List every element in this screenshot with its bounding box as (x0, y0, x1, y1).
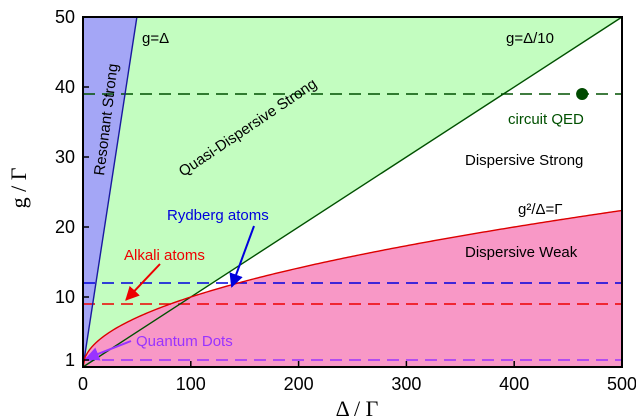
g-eq-delta-label: g=Δ (142, 30, 169, 47)
g2-delta-label: g²/Δ=Γ (518, 201, 563, 218)
x-tick-label-2: 200 (284, 374, 314, 394)
plot-frame (82, 16, 623, 368)
x-tick-label-1: 100 (176, 374, 206, 394)
point-circuit-qed (576, 88, 589, 100)
region-dispersive-weak (83, 210, 622, 367)
dispersive-strong-label: Dispersive Strong (465, 152, 583, 169)
boundary-g-10 (82, 16, 623, 368)
boundary-g- (82, 209, 623, 368)
boundary-lines-layer (82, 16, 623, 368)
g-eq-delta10-label: g=Δ/10 (506, 30, 554, 47)
x-tick-label-4: 400 (499, 374, 529, 394)
points-layer (576, 88, 589, 100)
horizontal-lines-layer (83, 93, 622, 361)
y-axis-label: g / Γ (6, 167, 31, 208)
alkali-label: Alkali atoms (124, 247, 205, 264)
y-tick-label-5: 50 (55, 7, 75, 27)
dispersive-weak-label: Dispersive Weak (465, 244, 578, 261)
x-axis-label: Δ / Γ (336, 396, 379, 419)
rydberg-arrow (229, 225, 255, 288)
x-tick-label-3: 300 (391, 374, 421, 394)
y-tick-label-2: 20 (55, 217, 75, 237)
quantum-dots-label: Quantum Dots (136, 333, 233, 350)
quantum-dots-arrow (84, 340, 132, 361)
circuit-qed-label: circuit QED (508, 111, 584, 128)
x-tick-label-5: 500 (607, 374, 636, 394)
y-tick-label-0: 1 (65, 350, 75, 370)
alkali-arrow (125, 263, 161, 301)
y-tick-label-1: 10 (55, 287, 75, 307)
x-tick-label-0: 0 (78, 374, 88, 394)
y-tick-label-4: 40 (55, 77, 75, 97)
rydberg-label: Rydberg atoms (167, 207, 269, 224)
y-tick-label-3: 30 (55, 147, 75, 167)
boundary-g- (82, 16, 138, 368)
y-axis-ticks: 1 10 20 30 40 50 (55, 7, 89, 370)
x-axis-ticks: 0 100 200 300 400 500 (78, 361, 636, 394)
arrows-layer (84, 225, 255, 361)
